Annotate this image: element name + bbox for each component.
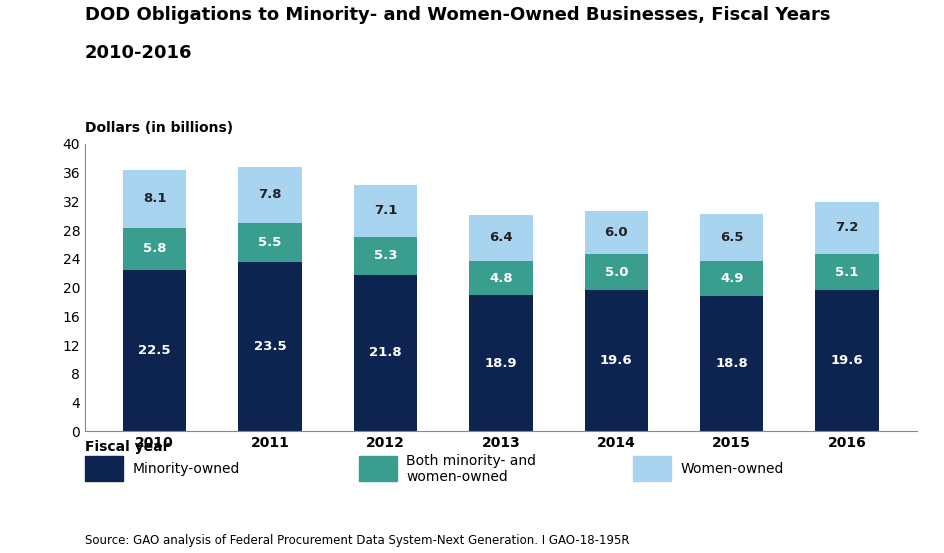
Bar (700, 296, 763, 431)
Text: 19.6: 19.6 (830, 354, 863, 367)
Text: 7.2: 7.2 (834, 221, 858, 234)
Bar (238, 167, 301, 223)
Text: 7.1: 7.1 (373, 205, 396, 217)
Bar (468, 215, 532, 261)
Bar (584, 290, 648, 431)
Bar (123, 270, 186, 431)
Bar (468, 261, 532, 295)
Text: Fiscal year: Fiscal year (85, 440, 169, 453)
Text: 5.1: 5.1 (834, 265, 858, 279)
Text: 23.5: 23.5 (253, 340, 286, 353)
Text: 21.8: 21.8 (369, 347, 401, 359)
Text: DOD Obligations to Minority- and Women-Owned Businesses, Fiscal Years: DOD Obligations to Minority- and Women-O… (85, 6, 830, 24)
Bar (700, 261, 763, 296)
Bar (123, 170, 186, 228)
Text: Dollars (in billions): Dollars (in billions) (85, 122, 233, 135)
Text: 4.8: 4.8 (489, 272, 513, 285)
Bar (238, 223, 301, 263)
Text: 7.8: 7.8 (258, 189, 281, 201)
Text: 8.1: 8.1 (143, 192, 166, 205)
Text: 6.0: 6.0 (604, 226, 628, 239)
Bar (584, 254, 648, 290)
Text: 4.9: 4.9 (719, 272, 743, 285)
Bar (815, 202, 878, 254)
Text: 2010-2016: 2010-2016 (85, 44, 193, 62)
Bar (584, 211, 648, 254)
Text: 22.5: 22.5 (138, 344, 171, 357)
Bar (353, 275, 416, 431)
Text: Women-owned: Women-owned (680, 462, 783, 476)
Bar (353, 185, 416, 237)
Text: 5.3: 5.3 (373, 249, 396, 262)
Text: 19.6: 19.6 (599, 354, 632, 367)
Text: Both minority- and
women-owned: Both minority- and women-owned (406, 453, 536, 484)
Bar (700, 214, 763, 261)
Bar (238, 263, 301, 431)
Bar (468, 295, 532, 431)
Text: 5.5: 5.5 (258, 236, 281, 249)
Text: Source: GAO analysis of Federal Procurement Data System-Next Generation. I GAO-1: Source: GAO analysis of Federal Procurem… (85, 534, 629, 547)
Text: 18.9: 18.9 (484, 357, 516, 370)
Text: 18.8: 18.8 (715, 357, 748, 371)
Bar (815, 254, 878, 290)
Text: 5.8: 5.8 (143, 242, 166, 255)
Text: 6.5: 6.5 (719, 231, 743, 244)
Text: Minority-owned: Minority-owned (132, 462, 240, 476)
Bar (815, 290, 878, 431)
Text: 6.4: 6.4 (489, 232, 513, 244)
Bar (353, 237, 416, 275)
Bar (123, 228, 186, 270)
Text: 5.0: 5.0 (604, 266, 628, 279)
